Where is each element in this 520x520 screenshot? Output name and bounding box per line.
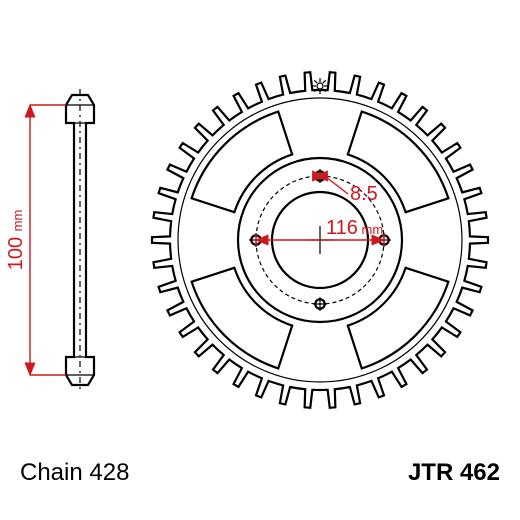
svg-text:116 mm: 116 mm xyxy=(326,217,383,239)
side-view xyxy=(66,89,94,391)
dimensions: 100 mm 116 mm 8.5 xyxy=(5,105,384,375)
svg-text:100 mm: 100 mm xyxy=(5,210,27,271)
svg-text:8.5: 8.5 xyxy=(350,183,378,205)
technical-drawing: 100 mm 116 mm 8.5 Chain 428 JTR 462 xyxy=(0,0,520,520)
chain-label: Chain 428 xyxy=(20,459,129,486)
part-number: JTR 462 xyxy=(408,459,500,486)
